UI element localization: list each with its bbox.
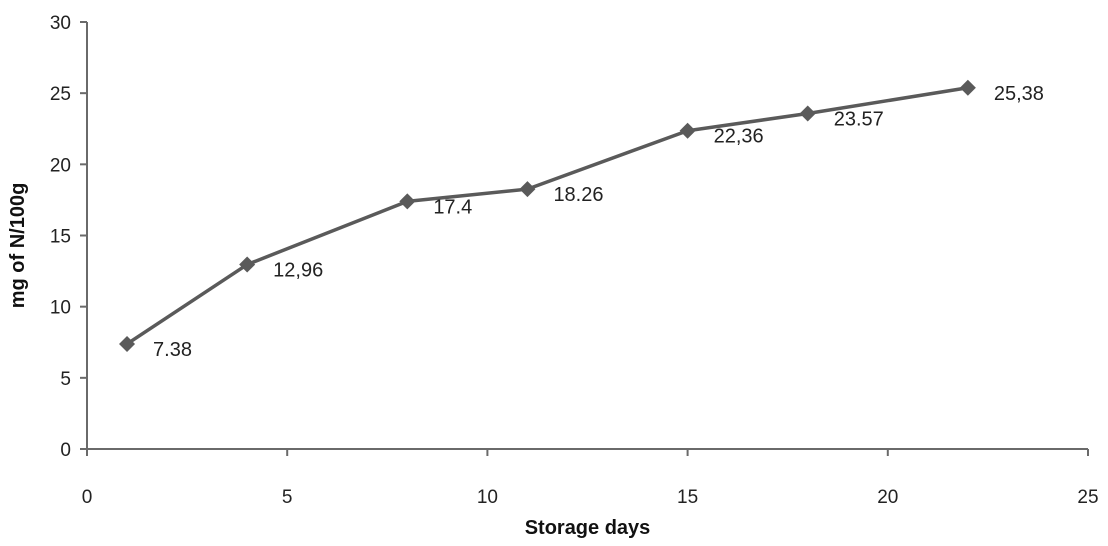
data-point-label: 18.26 [553,184,603,206]
data-point-marker [679,122,696,139]
data-point-marker [799,105,816,122]
y-tick-label: 25 [50,84,71,105]
x-tick-label: 5 [282,487,293,508]
data-point-label: 25,38 [994,83,1044,105]
y-tick-label: 30 [50,13,71,34]
data-point-label: 23.57 [834,109,884,131]
y-tick-label: 20 [50,155,71,176]
y-tick-label: 15 [50,227,71,248]
x-tick-label: 0 [82,487,93,508]
data-labels: 7.38 12,96 17.4 18.26 22,36 23.57 25,38 [153,83,1044,361]
x-tick-label: 20 [877,487,898,508]
y-tick-label: 0 [60,440,71,461]
data-markers [119,79,976,352]
data-point-marker [119,335,136,352]
y-axis-title: mg of N/100g [7,183,29,309]
data-point-marker [399,193,416,210]
x-tick-label: 15 [677,487,698,508]
data-point-marker [519,181,536,198]
x-tick-label: 10 [477,487,498,508]
data-point-label: 12,96 [273,260,323,282]
x-axis-ticks: 0 5 10 15 20 25 [82,449,1099,508]
data-point-marker [959,79,976,96]
y-axis-ticks: 0 5 10 15 20 25 30 [50,13,87,461]
y-tick-label: 10 [50,298,71,319]
data-point-label: 22,36 [714,126,764,148]
x-axis-title: Storage days [525,517,651,539]
data-point-marker [239,256,256,273]
y-tick-label: 5 [60,369,71,390]
data-point-label: 7.38 [153,339,192,361]
data-point-label: 17.4 [433,196,472,218]
x-tick-label: 25 [1077,487,1098,508]
